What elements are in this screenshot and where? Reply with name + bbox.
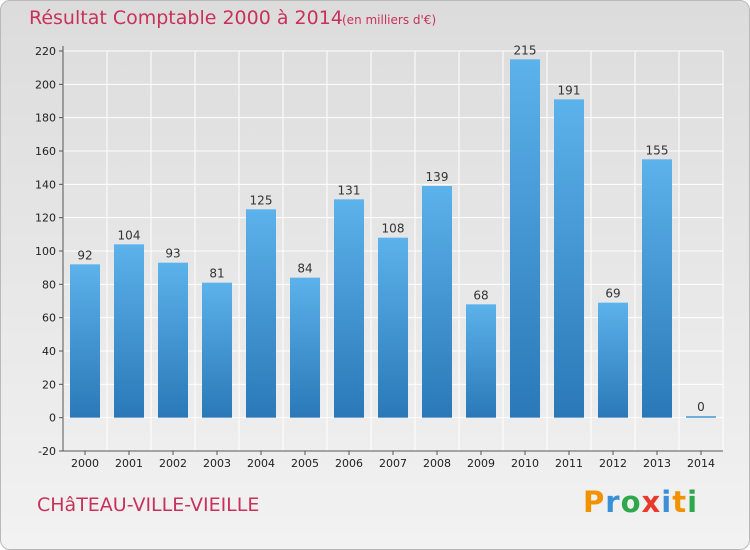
x-tick-label-2006: 2006	[335, 457, 363, 470]
y-tick-label: 80	[42, 278, 56, 291]
x-tick-label-2011: 2011	[555, 457, 583, 470]
data-label-2000: 92	[77, 248, 92, 262]
bar-2002	[158, 262, 188, 418]
x-tick-label-2008: 2008	[423, 457, 451, 470]
x-tick-label-2004: 2004	[247, 457, 275, 470]
y-tick-label: 40	[42, 345, 56, 358]
chart-title: Résultat Comptable 2000 à 2014	[29, 7, 343, 29]
y-tick-label: 60	[42, 312, 56, 325]
bar-2008	[422, 186, 452, 418]
axes	[59, 46, 723, 455]
y-tick-label: 160	[35, 145, 56, 158]
data-label-2003: 81	[209, 267, 224, 281]
bar-2003	[202, 282, 232, 418]
x-tick-label-2002: 2002	[159, 457, 187, 470]
data-label-2004: 125	[250, 193, 273, 207]
proxiti-logo: Proxiti	[583, 485, 699, 519]
data-label-2001: 104	[118, 228, 141, 242]
bar-2004	[246, 209, 276, 418]
y-tick-label: 200	[35, 78, 56, 91]
bar-2012	[598, 302, 628, 418]
x-tick-label-2010: 2010	[511, 457, 539, 470]
x-tick-label-2012: 2012	[599, 457, 627, 470]
bar-2005	[290, 277, 320, 418]
data-label-2010: 215	[514, 43, 537, 57]
bar-2009	[466, 304, 496, 418]
y-tick-label: -20	[38, 445, 56, 458]
data-label-2012: 69	[605, 287, 620, 301]
bar-2010	[510, 59, 540, 418]
x-tick-label-2007: 2007	[379, 457, 407, 470]
bar-2006	[334, 199, 364, 418]
bar-2013	[642, 159, 672, 418]
bar-2000	[70, 264, 100, 418]
bars	[70, 59, 716, 418]
y-tick-label: 220	[35, 45, 56, 58]
bar-2014	[686, 416, 716, 418]
bar-2007	[378, 237, 408, 418]
y-tick-label: 100	[35, 245, 56, 258]
data-label-2011: 191	[558, 83, 581, 97]
y-tick-label: 120	[35, 212, 56, 225]
y-tick-label: 180	[35, 112, 56, 125]
x-tick-label-2005: 2005	[291, 457, 319, 470]
y-tick-label: 20	[42, 378, 56, 391]
data-label-2007: 108	[382, 222, 405, 236]
data-label-2005: 84	[297, 262, 312, 276]
data-label-2006: 131	[338, 183, 361, 197]
chart-subtitle: (en milliers d'€)	[342, 13, 437, 27]
data-label-2008: 139	[426, 170, 449, 184]
y-tick-label: 0	[49, 412, 56, 425]
x-tick-label-2013: 2013	[643, 457, 671, 470]
data-label-2014: 0	[697, 400, 705, 414]
data-label-2009: 68	[473, 288, 488, 302]
data-label-2002: 93	[165, 247, 180, 261]
x-tick-label-2003: 2003	[203, 457, 231, 470]
x-tick-label-2009: 2009	[467, 457, 495, 470]
commune-name: CHâTEAU-VILLE-VIEILLE	[37, 494, 260, 516]
x-tick-label-2001: 2001	[115, 457, 143, 470]
bar-2001	[114, 244, 144, 418]
y-tick-label: 140	[35, 178, 56, 191]
labels: -20 0 20 40 60 80 100 120 140 160 180 200 220 92 2000 1…	[35, 43, 715, 470]
x-tick-label-2000: 2000	[71, 457, 99, 470]
bar-2011	[554, 99, 584, 418]
x-tick-label-2014: 2014	[687, 457, 715, 470]
data-label-2013: 155	[646, 143, 669, 157]
